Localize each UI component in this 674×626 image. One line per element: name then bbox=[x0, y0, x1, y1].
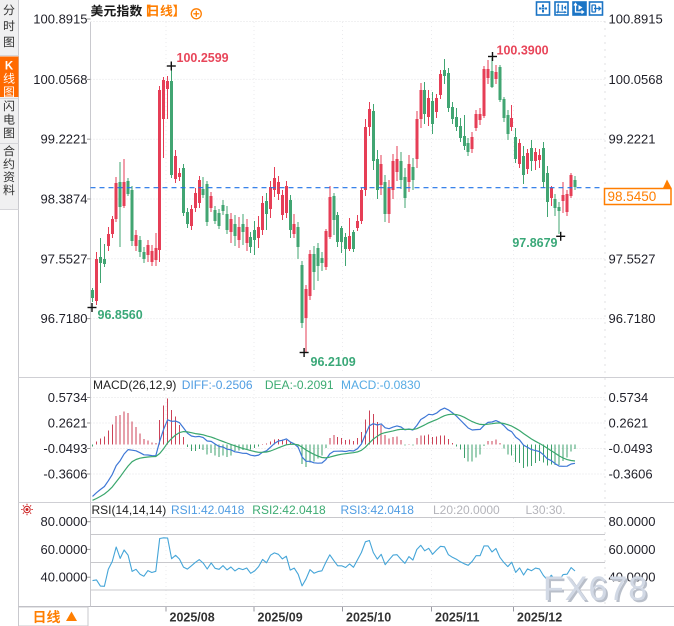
svg-text:96.7180: 96.7180 bbox=[609, 311, 656, 326]
svg-text:0.5734: 0.5734 bbox=[609, 390, 649, 405]
svg-text:100.3900: 100.3900 bbox=[497, 44, 549, 58]
svg-text:98.5450: 98.5450 bbox=[608, 189, 657, 204]
svg-text:-0.3606: -0.3606 bbox=[609, 467, 653, 482]
svg-text:40.0000: 40.0000 bbox=[609, 570, 656, 585]
svg-text:-0.0493: -0.0493 bbox=[43, 441, 87, 456]
svg-text:2025/08: 2025/08 bbox=[170, 611, 215, 625]
svg-text:60.0000: 60.0000 bbox=[609, 542, 656, 557]
svg-text:2025/12: 2025/12 bbox=[517, 611, 562, 625]
svg-text:80.0000: 80.0000 bbox=[609, 514, 656, 529]
svg-text:100.8915: 100.8915 bbox=[33, 12, 87, 27]
svg-text:60.0000: 60.0000 bbox=[41, 542, 88, 557]
svg-text:MACD(26,12,9): MACD(26,12,9) bbox=[93, 378, 176, 392]
svg-text:40.0000: 40.0000 bbox=[41, 570, 88, 585]
svg-text:-0.3606: -0.3606 bbox=[43, 467, 87, 482]
svg-text:RSI1:42.0418: RSI1:42.0418 bbox=[171, 503, 245, 517]
svg-text:RSI3:42.0418: RSI3:42.0418 bbox=[341, 503, 415, 517]
svg-text:2025/11: 2025/11 bbox=[435, 611, 480, 625]
svg-text:100.0568: 100.0568 bbox=[609, 72, 663, 87]
svg-text:80.0000: 80.0000 bbox=[41, 514, 88, 529]
svg-text:0.2621: 0.2621 bbox=[48, 416, 88, 431]
svg-text:96.7180: 96.7180 bbox=[41, 311, 88, 326]
svg-text:96.8560: 96.8560 bbox=[98, 308, 143, 322]
svg-text:FX678: FX678 bbox=[545, 572, 650, 610]
svg-text:2025/10: 2025/10 bbox=[346, 611, 391, 625]
svg-text:0.2621: 0.2621 bbox=[609, 416, 649, 431]
svg-text:DEA:-0.2091: DEA:-0.2091 bbox=[265, 378, 334, 392]
svg-text:99.2221: 99.2221 bbox=[41, 132, 88, 147]
svg-text:99.2221: 99.2221 bbox=[609, 132, 656, 147]
svg-text:97.8679: 97.8679 bbox=[512, 236, 557, 250]
svg-text:100.2599: 100.2599 bbox=[177, 51, 229, 65]
svg-text:97.5527: 97.5527 bbox=[41, 251, 88, 266]
svg-text:MACD:-0.0830: MACD:-0.0830 bbox=[341, 378, 421, 392]
svg-text:98.3874: 98.3874 bbox=[41, 192, 88, 207]
svg-text:RSI2:42.0418: RSI2:42.0418 bbox=[252, 503, 326, 517]
svg-text:100.8915: 100.8915 bbox=[609, 12, 663, 27]
svg-text:K: K bbox=[5, 61, 14, 73]
svg-text:100.0568: 100.0568 bbox=[33, 72, 87, 87]
svg-text:RSI(14,14,14): RSI(14,14,14) bbox=[92, 503, 167, 517]
svg-text:DIFF:-0.2506: DIFF:-0.2506 bbox=[182, 378, 253, 392]
svg-text:L30:30.: L30:30. bbox=[526, 503, 566, 517]
svg-text:2025/09: 2025/09 bbox=[258, 611, 303, 625]
svg-text:-0.0493: -0.0493 bbox=[609, 441, 653, 456]
svg-text:0.5734: 0.5734 bbox=[48, 390, 88, 405]
svg-text:FX678: FX678 bbox=[543, 570, 648, 608]
svg-text:96.2109: 96.2109 bbox=[311, 355, 356, 369]
svg-text:97.5527: 97.5527 bbox=[609, 251, 656, 266]
svg-text:L20:20.0000: L20:20.0000 bbox=[433, 503, 500, 517]
